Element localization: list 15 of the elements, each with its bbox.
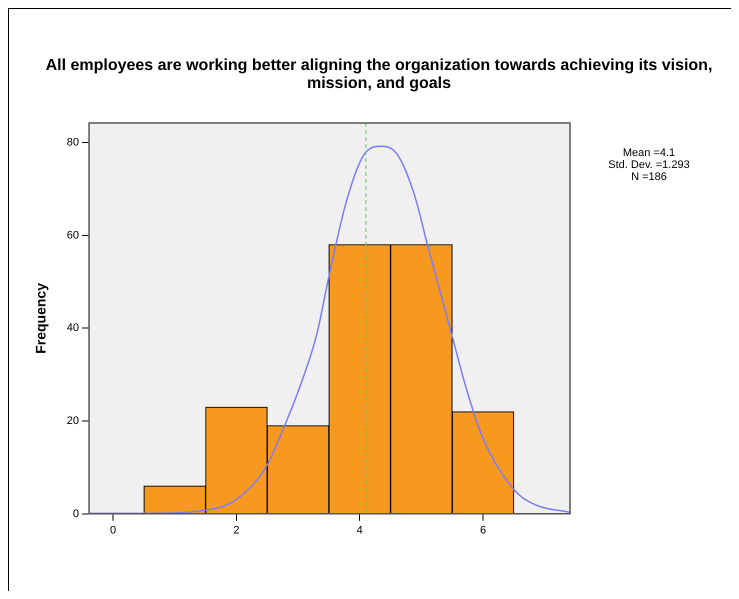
y-tick-label: 80 xyxy=(66,136,80,149)
y-tick-label: 40 xyxy=(66,322,80,334)
chart-title: All employees are working better aligning the organization towards achieving its vision, mission, and goals xyxy=(44,57,714,93)
x-tick-label: 2 xyxy=(233,524,240,536)
y-axis-title: Frequency xyxy=(32,282,48,354)
text: N =186 xyxy=(630,171,668,183)
line-series xyxy=(89,145,570,514)
x-tick-label: 0 xyxy=(110,524,116,536)
y-tick-label: 20 xyxy=(66,415,80,428)
text: Std. Dev. =1.293 xyxy=(607,159,691,171)
y-tick-label: 0 xyxy=(72,508,80,520)
x-tick-label: 4 xyxy=(356,524,363,536)
x-tick-label: 6 xyxy=(480,524,486,536)
text: Mean =4.1 xyxy=(622,147,676,159)
y-tick-label: 60 xyxy=(66,229,80,242)
